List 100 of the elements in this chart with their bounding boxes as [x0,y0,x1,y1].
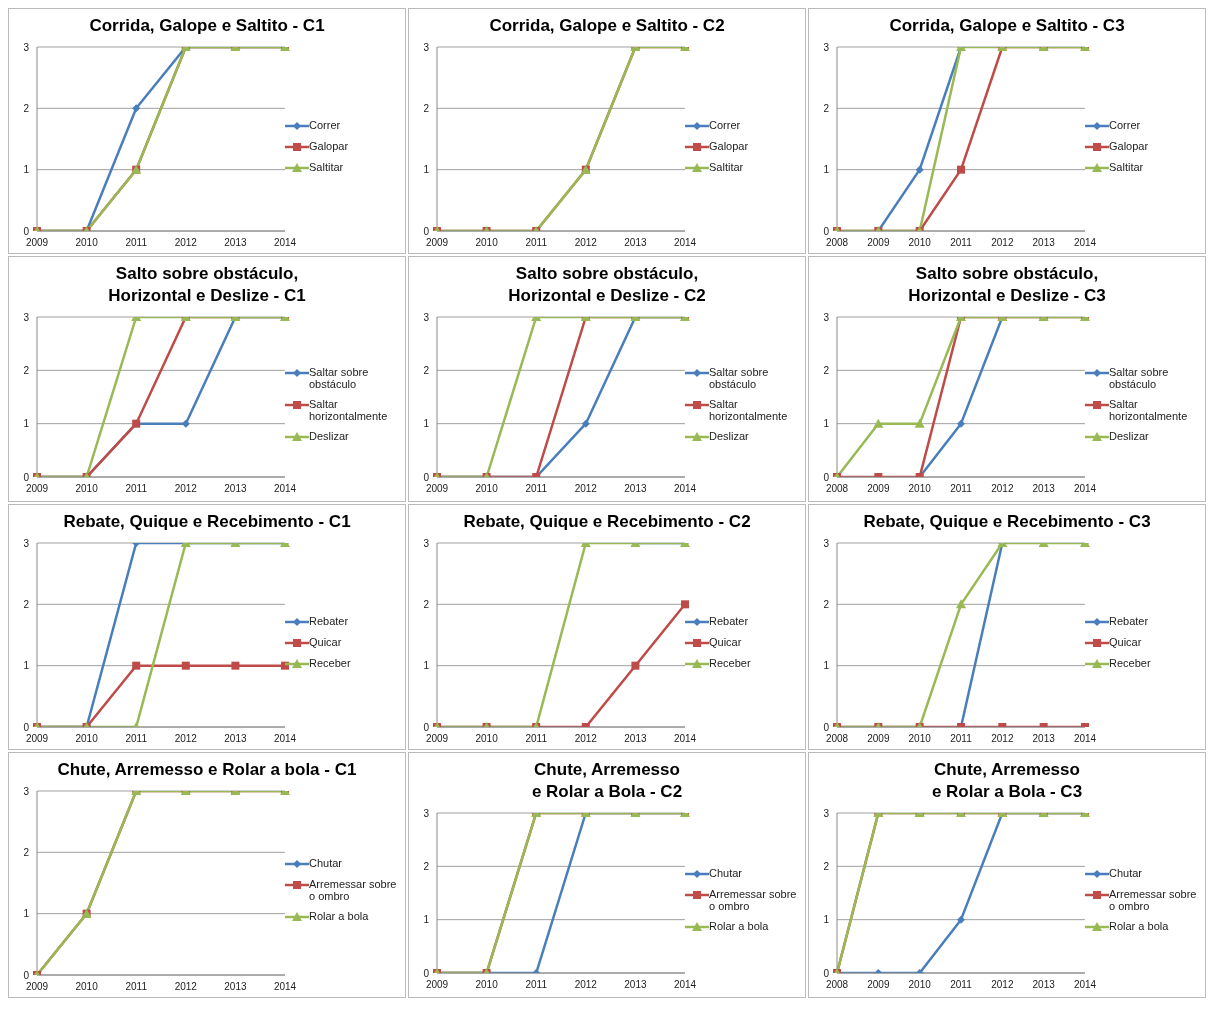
x-tick-label: 2013 [224,237,247,249]
chart-title: Salto sobre obstáculo, Horizontal e Deslize - C3 [907,263,1107,307]
y-tick-label: 2 [423,598,430,610]
chart-title: Corrida, Galope e Saltito - C2 [488,15,726,37]
x-tick-label: 2011 [525,237,548,249]
legend-label: Galopar [1109,139,1149,152]
x-tick-label: 2012 [991,483,1014,495]
x-tick-label: 2009 [425,733,449,745]
y-tick-label: 0 [23,471,30,483]
y-tick-label: 2 [23,102,30,114]
y-tick-label: 3 [823,537,830,549]
x-tick-label: 2009 [867,237,890,249]
x-tick-label: 2009 [867,979,890,991]
x-tick-label: 2009 [25,733,49,745]
x-tick-label: 2013 [624,237,647,249]
legend-label: Rebater [309,614,349,627]
y-tick-label: 0 [823,967,830,979]
y-tick-label: 0 [823,225,830,237]
y-tick-label: 3 [423,537,430,549]
y-tick-label: 3 [23,311,30,323]
legend-label: Saltar sobre obstáculo [709,365,770,390]
x-tick-label: 2008 [825,733,849,745]
x-tick-label: 2013 [1032,979,1056,991]
x-tick-label: 2010 [475,483,499,495]
legend-label: Rolar a bola [709,920,769,932]
y-tick-label: 2 [23,598,30,610]
x-tick-label: 2013 [1032,483,1056,495]
x-tick-label: 2014 [1073,979,1097,991]
x-tick-label: 2011 [950,237,973,249]
y-tick-label: 1 [23,418,30,430]
x-tick-label: 2011 [950,979,973,991]
x-tick-label: 2014 [1073,237,1097,249]
x-tick-label: 2010 [475,979,499,991]
x-tick-label: 2012 [174,981,198,993]
x-tick-label: 2010 [75,733,99,745]
legend-label: Receber [1109,656,1151,669]
y-tick-label: 3 [23,41,30,53]
x-tick-label: 2011 [525,733,548,745]
legend-label: Deslizar [709,429,749,442]
y-tick-label: 3 [423,807,430,819]
x-tick-label: 2010 [75,981,99,993]
x-tick-label: 2009 [867,483,890,495]
legend-label: Saltar horizontalmente [1109,397,1189,422]
x-tick-label: 2012 [574,483,598,495]
y-tick-label: 3 [23,785,30,797]
y-tick-label: 1 [823,418,830,430]
legend-label: Galopar [309,139,349,152]
x-tick-label: 2011 [950,733,973,745]
x-tick-label: 2012 [991,979,1014,991]
x-tick-label: 2011 [525,483,548,495]
x-tick-label: 2010 [75,483,99,495]
x-tick-label: 2011 [125,733,148,745]
y-tick-label: 1 [423,418,430,430]
y-tick-label: 3 [823,807,830,819]
legend-label: Arremessar sobre o ombro [1109,888,1197,912]
x-tick-label: 2012 [174,237,198,249]
x-tick-label: 2009 [425,483,449,495]
x-tick-label: 2012 [991,237,1014,249]
legend-label: Quicar [709,635,742,648]
x-tick-label: 2009 [25,483,49,495]
legend-label: Receber [709,656,751,669]
legend-label: Saltar sobre obstáculo [1109,365,1170,390]
y-tick-label: 2 [23,846,30,858]
y-tick-label: 2 [823,598,830,610]
y-tick-label: 3 [823,41,830,53]
legend-label: Arremessar sobre o ombro [709,888,797,912]
legend-label: Saltitar [1109,160,1144,173]
x-tick-label: 2009 [25,981,49,993]
x-tick-label: 2008 [825,237,849,249]
x-tick-label: 2014 [273,237,297,249]
x-tick-label: 2011 [125,237,148,249]
legend-label: Rebater [709,614,749,627]
y-tick-label: 1 [23,908,30,920]
x-tick-label: 2009 [425,237,449,249]
legend-label: Saltar sobre obstáculo [309,365,370,390]
x-tick-label: 2013 [1032,237,1056,249]
legend-label: Deslizar [309,429,349,442]
legend-label: Saltar horizontalmente [309,397,389,422]
x-tick-label: 2012 [991,733,1014,745]
x-tick-label: 2013 [624,979,647,991]
x-tick-label: 2013 [624,733,647,745]
y-tick-label: 0 [23,969,30,981]
y-tick-label: 3 [423,311,430,323]
x-tick-label: 2013 [224,483,247,495]
x-tick-label: 2014 [673,483,697,495]
y-tick-label: 0 [23,721,30,733]
x-tick-label: 2011 [125,483,148,495]
x-tick-label: 2010 [908,733,932,745]
y-tick-label: 1 [823,660,830,672]
x-tick-label: 2014 [1073,483,1097,495]
x-tick-label: 2013 [624,483,647,495]
chart-title: Rebate, Quique e Recebimento - C1 [62,511,352,533]
y-tick-label: 0 [823,721,830,733]
y-tick-label: 1 [23,164,30,176]
chart-title: Salto sobre obstáculo, Horizontal e Deslize - C2 [507,263,707,307]
chart-title: Rebate, Quique e Recebimento - C2 [462,511,752,533]
legend-label: Rebater [1109,614,1149,627]
y-tick-label: 0 [423,721,430,733]
x-tick-label: 2014 [673,979,697,991]
legend-label: Receber [309,656,351,669]
